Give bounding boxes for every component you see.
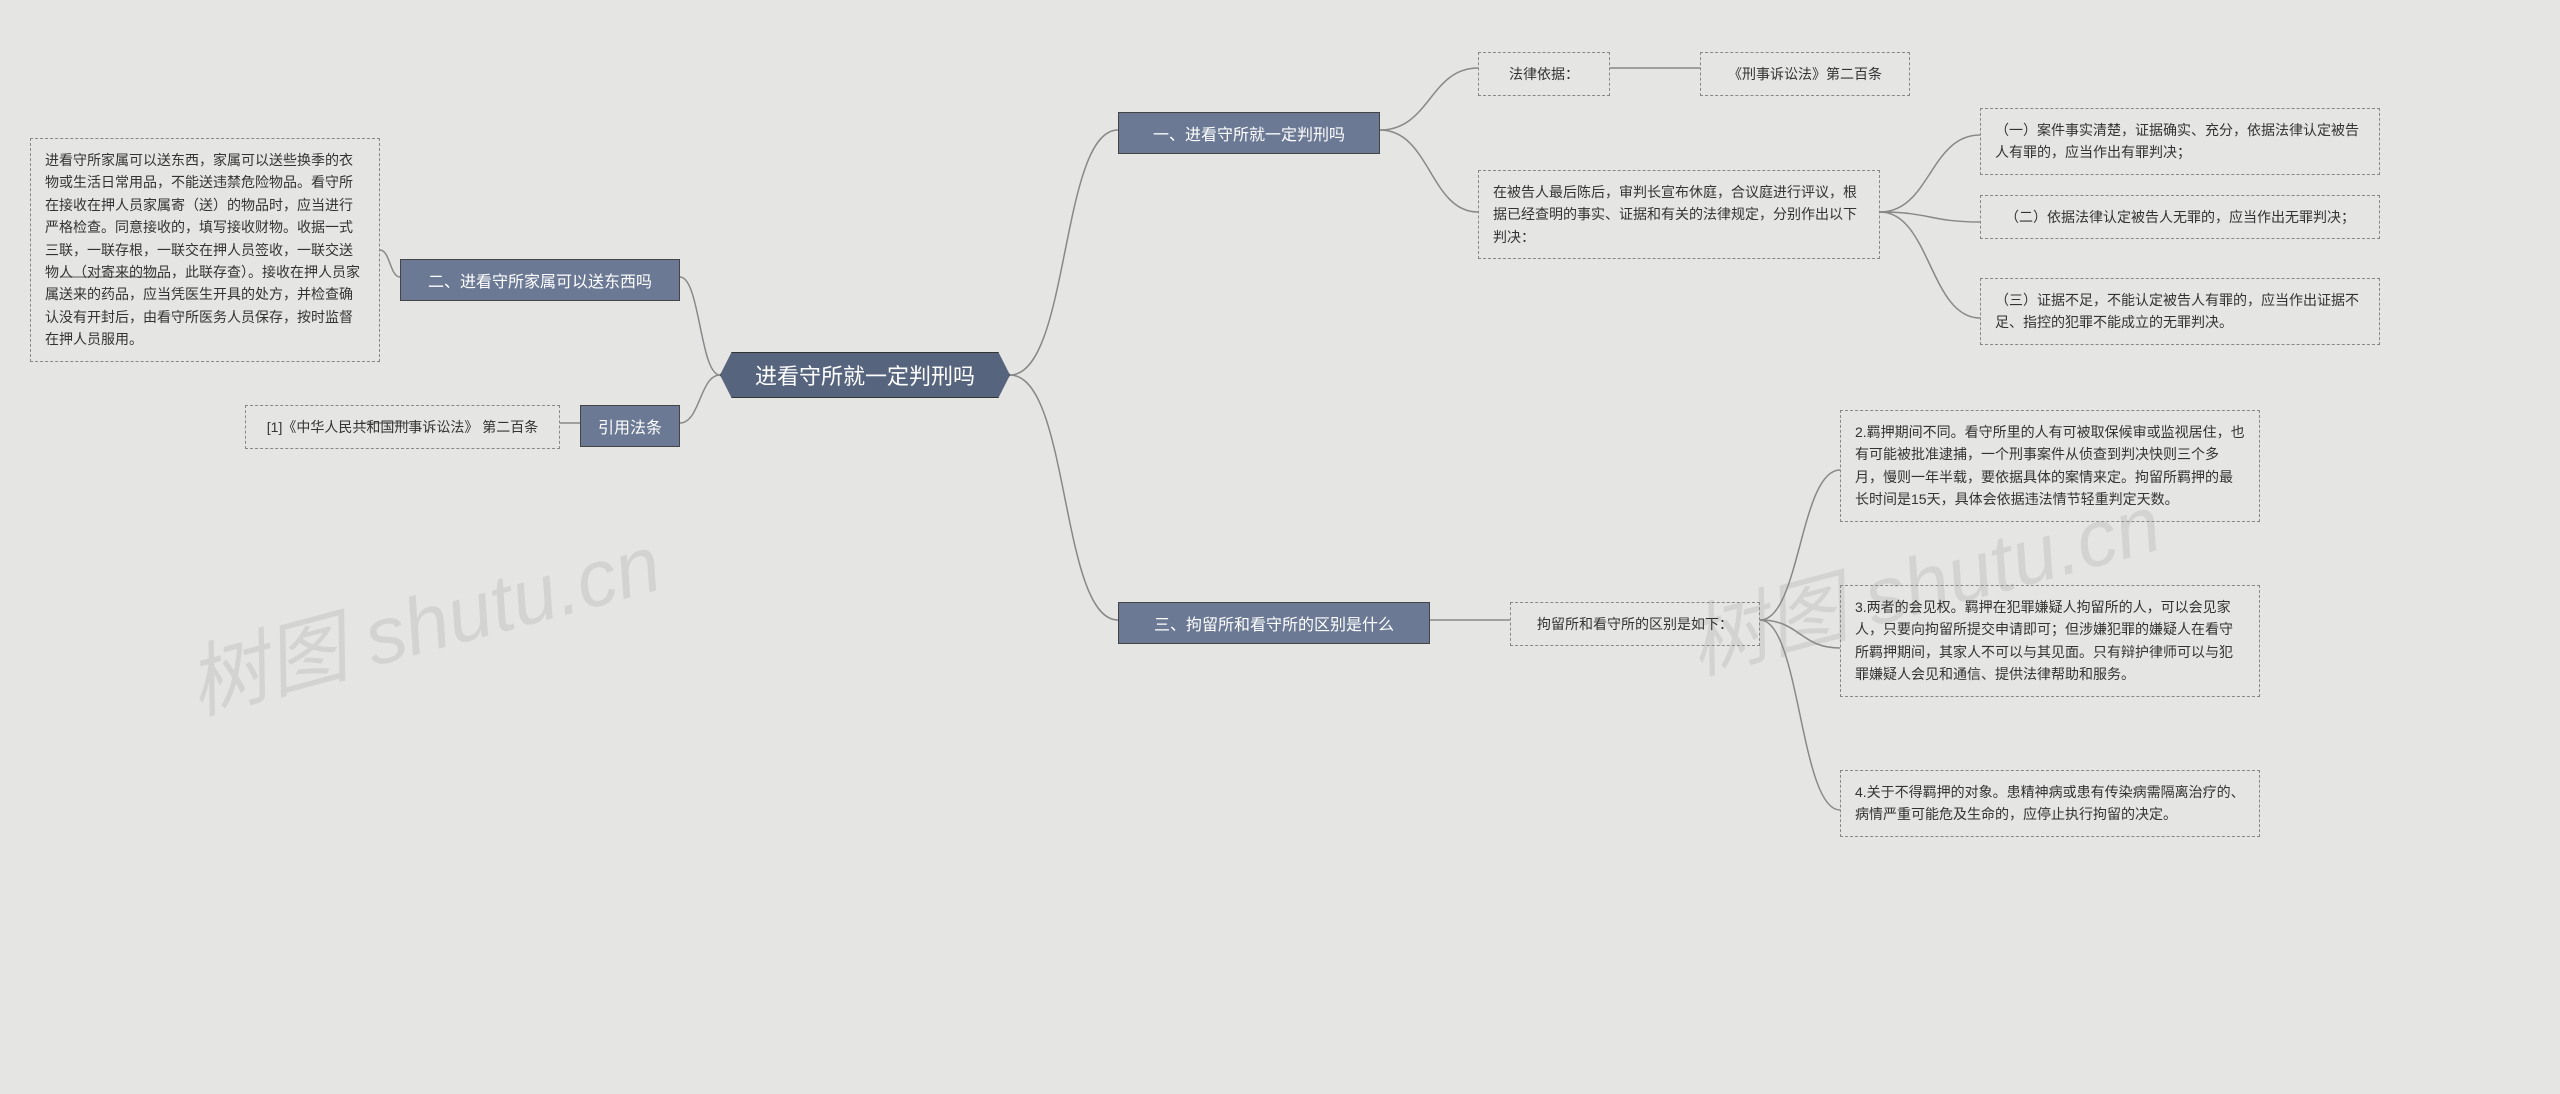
branch-right-3: 三、拘留所和看守所的区别是什么 bbox=[1118, 602, 1430, 644]
leaf-diff-intro: 拘留所和看守所的区别是如下： bbox=[1510, 602, 1760, 646]
root-label: 进看守所就一定判刑吗 bbox=[755, 359, 975, 391]
branch-cite-label: 引用法条 bbox=[598, 414, 662, 438]
leaf-cite-1-label: [1]《中华人民共和国刑事诉讼法》 第二百条 bbox=[267, 416, 538, 438]
leaf-cite-1: [1]《中华人民共和国刑事诉讼法》 第二百条 bbox=[245, 405, 560, 449]
leaf-diff-2: 2.羁押期间不同。看守所里的人有可被取保候审或监视居住，也有可能被批准逮捕，一个… bbox=[1840, 410, 2260, 522]
leaf-legal-basis: 法律依据： bbox=[1478, 52, 1610, 96]
leaf-diff-4: 4.关于不得羁押的对象。患精神病或患有传染病需隔离治疗的、病情严重可能危及生命的… bbox=[1840, 770, 2260, 837]
branch-right-1: 一、进看守所就一定判刑吗 bbox=[1118, 112, 1380, 154]
leaf-diff-2-label: 2.羁押期间不同。看守所里的人有可被取保候审或监视居住，也有可能被批准逮捕，一个… bbox=[1855, 421, 2245, 511]
leaf-verdict-1: （一）案件事实清楚，证据确实、充分，依据法律认定被告人有罪的，应当作出有罪判决； bbox=[1980, 108, 2380, 175]
branch-right-1-label: 一、进看守所就一定判刑吗 bbox=[1153, 121, 1345, 145]
branch-left-2-label: 二、进看守所家属可以送东西吗 bbox=[428, 268, 652, 292]
leaf-law-200-label: 《刑事诉讼法》第二百条 bbox=[1728, 63, 1882, 85]
leaf-diff-intro-label: 拘留所和看守所的区别是如下： bbox=[1537, 613, 1733, 635]
leaf-law-200: 《刑事诉讼法》第二百条 bbox=[1700, 52, 1910, 96]
leaf-verdict-2: （二）依据法律认定被告人无罪的，应当作出无罪判决； bbox=[1980, 195, 2380, 239]
leaf-verdict-3-label: （三）证据不足，不能认定被告人有罪的，应当作出证据不足、指控的犯罪不能成立的无罪… bbox=[1995, 289, 2365, 334]
branch-cite: 引用法条 bbox=[580, 405, 680, 447]
leaf-verdict-intro-label: 在被告人最后陈后，审判长宣布休庭，合议庭进行评议，根据已经查明的事实、证据和有关… bbox=[1493, 181, 1865, 248]
root-node: 进看守所就一定判刑吗 bbox=[720, 352, 1010, 398]
branch-right-3-label: 三、拘留所和看守所的区别是什么 bbox=[1154, 611, 1394, 635]
leaf-items-detail: 进看守所家属可以送东西，家属可以送些换季的衣物或生活日常用品，不能送违禁危险物品… bbox=[30, 138, 380, 362]
leaf-diff-3-label: 3.两者的会见权。羁押在犯罪嫌疑人拘留所的人，可以会见家人，只要向拘留所提交申请… bbox=[1855, 596, 2245, 686]
watermark-left: 树图 shutu.cn bbox=[173, 499, 671, 736]
leaf-verdict-2-label: （二）依据法律认定被告人无罪的，应当作出无罪判决； bbox=[2005, 206, 2355, 228]
leaf-verdict-intro: 在被告人最后陈后，审判长宣布休庭，合议庭进行评议，根据已经查明的事实、证据和有关… bbox=[1478, 170, 1880, 259]
branch-left-2: 二、进看守所家属可以送东西吗 bbox=[400, 259, 680, 301]
leaf-items-detail-text: 进看守所家属可以送东西，家属可以送些换季的衣物或生活日常用品，不能送违禁危险物品… bbox=[45, 152, 360, 347]
leaf-diff-4-label: 4.关于不得羁押的对象。患精神病或患有传染病需隔离治疗的、病情严重可能危及生命的… bbox=[1855, 781, 2245, 826]
leaf-verdict-1-label: （一）案件事实清楚，证据确实、充分，依据法律认定被告人有罪的，应当作出有罪判决； bbox=[1995, 119, 2365, 164]
leaf-diff-3: 3.两者的会见权。羁押在犯罪嫌疑人拘留所的人，可以会见家人，只要向拘留所提交申请… bbox=[1840, 585, 2260, 697]
leaf-verdict-3: （三）证据不足，不能认定被告人有罪的，应当作出证据不足、指控的犯罪不能成立的无罪… bbox=[1980, 278, 2380, 345]
leaf-legal-basis-label: 法律依据： bbox=[1509, 63, 1579, 85]
